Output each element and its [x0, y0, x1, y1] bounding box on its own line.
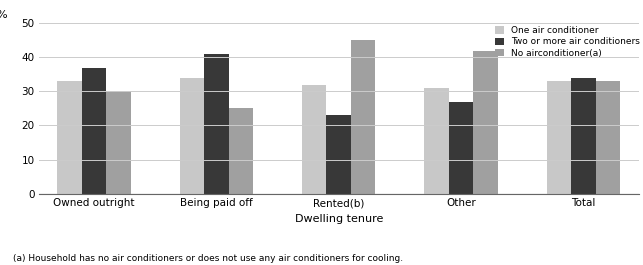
Bar [473, 51, 498, 194]
Text: (a) Household has no air conditioners or does not use any air conditioners for c: (a) Household has no air conditioners or… [13, 254, 403, 263]
Bar [82, 68, 106, 194]
Legend: One air conditioner, Two or more air conditioners, No airconditioner(a): One air conditioner, Two or more air con… [495, 26, 640, 58]
Bar [596, 81, 620, 194]
Bar [204, 54, 228, 194]
Bar [572, 78, 596, 194]
Bar [179, 78, 204, 194]
Bar [449, 101, 473, 194]
Text: %: % [0, 10, 8, 20]
Bar [302, 85, 327, 194]
Bar [106, 91, 131, 194]
Bar [57, 81, 82, 194]
Bar [547, 81, 572, 194]
X-axis label: Dwelling tenure: Dwelling tenure [294, 214, 383, 224]
Bar [228, 108, 253, 194]
Bar [351, 40, 376, 194]
Bar [424, 88, 449, 194]
Bar [327, 115, 351, 194]
